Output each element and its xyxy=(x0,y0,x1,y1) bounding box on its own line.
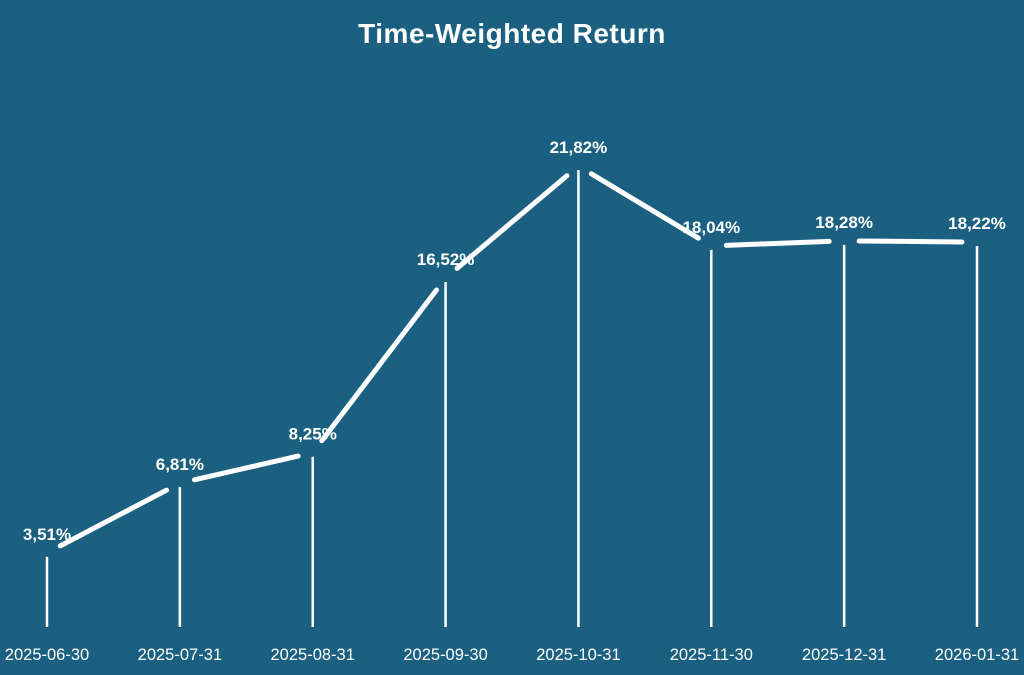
x-tick-label-2025-06-30: 2025-06-30 xyxy=(5,646,89,664)
line-segment-6 xyxy=(856,238,965,245)
x-tick-label-2025-12-31: 2025-12-31 xyxy=(802,646,886,664)
line-segment-1 xyxy=(191,453,301,483)
value-label-2025-06-30: 3,51% xyxy=(23,525,71,544)
value-label-2025-10-31: 21,82% xyxy=(550,138,608,157)
line-segment-2 xyxy=(319,287,439,444)
value-label-2025-09-30: 16,52% xyxy=(417,250,475,269)
value-label-2025-12-31: 18,28% xyxy=(815,213,873,232)
x-tick-label-2025-10-31: 2025-10-31 xyxy=(536,646,620,664)
x-tick-label-2026-01-31: 2026-01-31 xyxy=(935,646,1019,664)
x-tick-label-2025-08-31: 2025-08-31 xyxy=(271,646,355,664)
x-tick-label-2025-11-30: 2025-11-30 xyxy=(670,646,753,664)
value-label-2025-07-31: 6,81% xyxy=(156,455,204,474)
chart-title: Time-Weighted Return xyxy=(358,18,666,49)
line-segment-0 xyxy=(57,487,170,549)
x-tick-label-2025-09-30: 2025-09-30 xyxy=(403,646,487,664)
line-segment-4 xyxy=(588,171,701,241)
value-label-2025-08-31: 8,25% xyxy=(289,425,337,444)
line-segment-3 xyxy=(454,173,570,271)
value-label-2025-11-30: 18,04% xyxy=(682,218,740,237)
x-tick-label-2025-07-31: 2025-07-31 xyxy=(138,646,222,664)
value-label-2026-01-31: 18,22% xyxy=(948,214,1006,233)
line-segment-5 xyxy=(723,238,832,248)
